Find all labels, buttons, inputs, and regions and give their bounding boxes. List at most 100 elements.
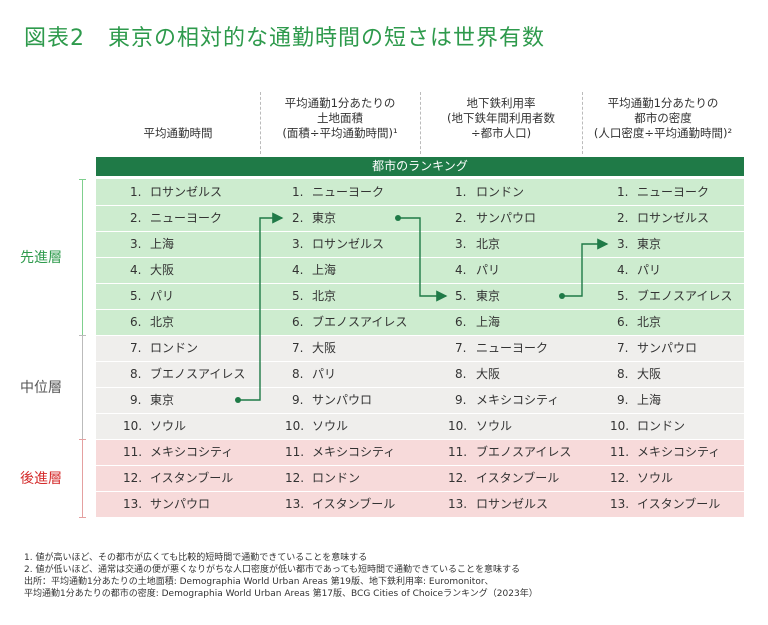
rank-number: 2.: [455, 211, 467, 225]
rank-number: 11.: [123, 445, 143, 459]
tier-bracket: [82, 439, 83, 517]
rank-number: 13.: [610, 497, 630, 511]
city-name: 東京: [312, 211, 337, 225]
column-header-line: 土地面積: [317, 111, 363, 125]
city-name: 北京: [476, 237, 501, 251]
row-separator: [96, 361, 744, 362]
city-name: 東京: [637, 237, 662, 251]
tier-bracket: [82, 179, 83, 335]
city-name: 北京: [637, 315, 662, 329]
city-name: サンパウロ: [637, 341, 698, 355]
column-header: 平均通勤1分あたりの 都市の密度 (人口密度÷平均通勤時間)²: [582, 96, 744, 141]
row-separator: [96, 309, 744, 310]
city-name: ニューヨーク: [476, 341, 549, 355]
city-name: 上海: [312, 263, 337, 277]
tier-bracket-tick: [79, 517, 86, 518]
city-name: ソウル: [312, 419, 349, 433]
rank-number: 11.: [285, 445, 305, 459]
chart-title: 図表2 東京の相対的な通勤時間の短さは世界有数: [24, 26, 545, 51]
rank-number: 11.: [448, 445, 468, 459]
city-name: ロンドン: [312, 471, 361, 485]
rank-number: 10.: [610, 419, 630, 433]
city-name: ブエノスアイレス: [150, 367, 246, 381]
city-name: ロサンゼルス: [637, 211, 710, 225]
city-name: パリ: [312, 367, 337, 381]
city-name: 上海: [476, 315, 501, 329]
city-name: 上海: [150, 237, 175, 251]
rank-number: 3.: [617, 237, 629, 251]
footnote-line: 出所：平均通勤1分あたりの土地面積: Demographia World Urb…: [24, 577, 494, 587]
column-separator: [582, 92, 583, 154]
city-name: ブエノスアイレス: [476, 445, 572, 459]
column-header-line: 平均通勤1分あたりの: [607, 96, 719, 110]
column-header-line: 平均通勤1分あたりの: [284, 96, 396, 110]
city-name: ニューヨーク: [150, 211, 223, 225]
rank-number: 11.: [610, 445, 630, 459]
city-name: 東京: [476, 289, 501, 303]
footnote-line: 1. 値が高いほど、その都市が広くても比較的短時間で通勤できていることを意味する: [24, 553, 368, 563]
ranking-header-bar: 都市のランキング: [96, 157, 744, 176]
row-separator: [96, 205, 744, 206]
tier-label: 後進層: [20, 471, 62, 487]
column-header-line: 地下鉄利用率: [466, 96, 536, 110]
city-name: ニューヨーク: [637, 185, 710, 199]
rank-number: 6.: [455, 315, 467, 329]
column-header-line: (地下鉄年間利用者数: [447, 111, 555, 125]
column-header-line: ÷都市人口): [470, 126, 532, 140]
rank-number: 4.: [617, 263, 629, 277]
row-separator: [96, 387, 744, 388]
column-header-line: 都市の密度: [634, 111, 692, 125]
rank-number: 4.: [130, 263, 142, 277]
city-name: サンパウロ: [150, 497, 211, 511]
city-name: イスタンブール: [476, 471, 560, 485]
rank-number: 7.: [292, 341, 304, 355]
row-separator: [96, 335, 744, 336]
city-name: パリ: [637, 263, 662, 277]
city-name: イスタンブール: [150, 471, 234, 485]
footnotes: 1. 値が高いほど、その都市が広くても比較的短時間で通勤できていることを意味する…: [24, 552, 538, 600]
row-separator: [96, 413, 744, 414]
rank-number: 5.: [130, 289, 142, 303]
city-name: ロサンゼルス: [476, 497, 549, 511]
tier-bracket-tick: [79, 335, 86, 336]
rank-number: 1.: [292, 185, 304, 199]
column-separator: [260, 92, 261, 154]
tier-bracket: [82, 335, 83, 439]
city-name: ソウル: [476, 419, 513, 433]
city-name: ロンドン: [150, 341, 199, 355]
city-name: 大阪: [312, 341, 337, 355]
city-name: ブエノスアイレス: [312, 315, 408, 329]
rank-number: 12.: [285, 471, 305, 485]
rank-number: 10.: [285, 419, 305, 433]
rank-number: 6.: [617, 315, 629, 329]
rank-number: 1.: [130, 185, 142, 199]
rank-number: 9.: [292, 393, 304, 407]
rank-number: 8.: [292, 367, 304, 381]
rank-number: 10.: [448, 419, 468, 433]
rank-number: 5.: [617, 289, 629, 303]
rank-number: 8.: [617, 367, 629, 381]
rank-number: 2.: [292, 211, 304, 225]
rank-number: 13.: [285, 497, 305, 511]
footnote-line: 平均通勤1分あたりの都市の密度: Demographia World Urban…: [24, 589, 538, 599]
rank-number: 13.: [123, 497, 143, 511]
column-header: 地下鉄利用率 (地下鉄年間利用者数 ÷都市人口): [420, 96, 582, 141]
city-name: 大阪: [150, 263, 175, 277]
rank-number: 9.: [617, 393, 629, 407]
city-name: ブエノスアイレス: [637, 289, 733, 303]
city-name: 北京: [150, 315, 175, 329]
tier-label: 中位層: [20, 380, 62, 396]
city-name: イスタンブール: [312, 497, 396, 511]
city-name: イスタンブール: [637, 497, 721, 511]
rank-number: 2.: [617, 211, 629, 225]
tier-band: [96, 439, 744, 517]
city-name: メキシコシティ: [150, 445, 234, 459]
rank-number: 3.: [130, 237, 142, 251]
city-name: ロンドン: [637, 419, 686, 433]
city-name: ロサンゼルス: [312, 237, 385, 251]
rank-number: 1.: [455, 185, 467, 199]
city-name: 大阪: [637, 367, 662, 381]
rank-number: 7.: [130, 341, 142, 355]
city-name: ロサンゼルス: [150, 185, 223, 199]
column-header: 平均通勤1分あたりの 土地面積 (面積÷平均通勤時間)¹: [260, 96, 420, 141]
